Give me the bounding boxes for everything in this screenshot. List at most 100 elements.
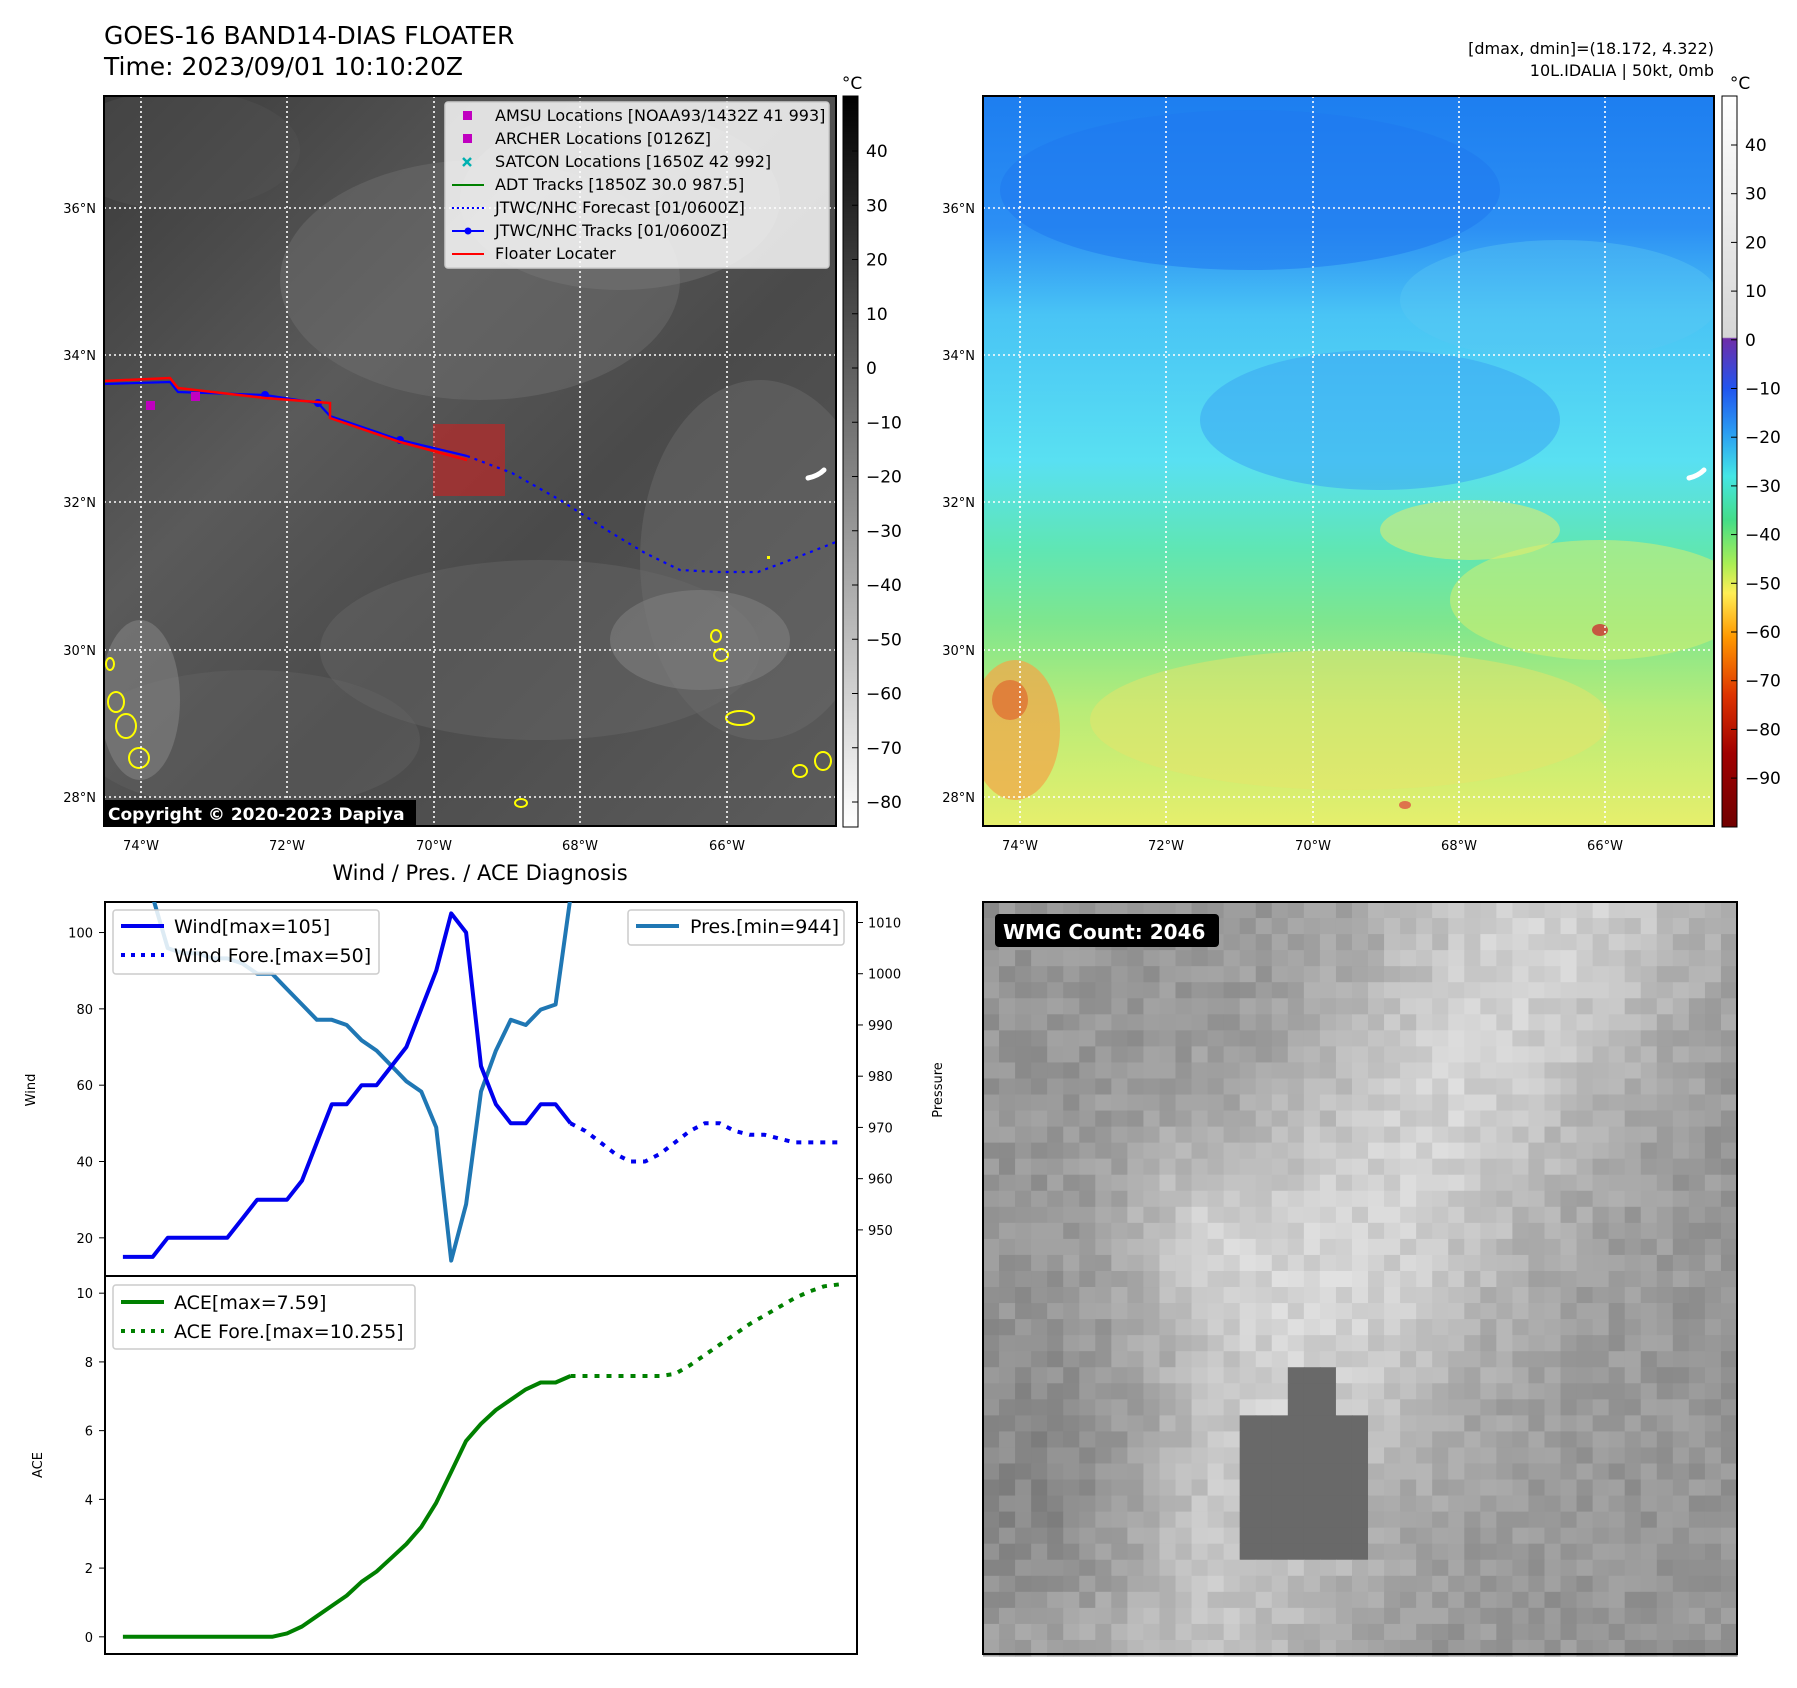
colorbar-tick-label: −80 xyxy=(866,793,902,813)
legend-label: ARCHER Locations [0126Z] xyxy=(495,129,711,148)
colorbar-tick-label: −20 xyxy=(1745,428,1781,448)
legend-item: ADT Tracks [1850Z 30.0 987.5] xyxy=(452,175,744,194)
ir-lat-label: 32°N xyxy=(63,496,96,511)
ace-axis-label: ACE xyxy=(31,1452,46,1478)
ir-tracks xyxy=(103,376,837,574)
colorbar-tick-label: −50 xyxy=(866,630,902,650)
ace-chart: 0 2 4 6 8 10 ACE ACE[max=7.59] ACE Fore.[max=… xyxy=(31,1275,858,1655)
wind-legend: Wind[max=105] Wind Fore.[max=50] xyxy=(112,909,380,975)
ir-lat-label: 34°N xyxy=(63,349,96,364)
colorbar-tick-label: 30 xyxy=(1745,185,1767,205)
colorbar-tick-label: −30 xyxy=(866,522,902,542)
pressure-legend: Pres.[min=944] xyxy=(627,909,845,946)
legend-label: JTWC/NHC Forecast [01/0600Z] xyxy=(494,198,745,217)
pressure-tick-label: 980 xyxy=(868,1070,893,1085)
archer-marker xyxy=(191,392,200,401)
legend-label: JTWC/NHC Tracks [01/0600Z] xyxy=(494,221,727,240)
color-lat-label: 32°N xyxy=(942,496,975,511)
legend-item: AMSU Locations [NOAA93/1432Z 41 993] xyxy=(463,106,825,125)
ir-lon-label: 72°W xyxy=(269,839,305,854)
diagnosis-title: Wind / Pres. / ACE Diagnosis xyxy=(332,861,627,885)
ace-tick-label: 10 xyxy=(76,1287,93,1302)
legend-marker xyxy=(463,134,472,143)
color-lon-label: 72°W xyxy=(1148,839,1184,854)
legend-label: Floater Locater xyxy=(495,244,616,263)
color-lat-label: 28°N xyxy=(942,791,975,806)
ace-tick-label: 8 xyxy=(85,1356,93,1371)
colorbar-tick-label: 30 xyxy=(866,196,888,216)
floater-track xyxy=(103,376,468,462)
colorbar-tick-label: 10 xyxy=(1745,282,1767,302)
legend-item: Floater Locater xyxy=(452,244,616,263)
legend-wind-fore: Wind Fore.[max=50] xyxy=(174,945,371,967)
ace-tick-label: 0 xyxy=(85,1631,93,1646)
pressure-tick-label: 1000 xyxy=(868,968,901,983)
legend-pressure: Pres.[min=944] xyxy=(690,916,839,938)
colorbar-tick-label: −10 xyxy=(866,413,902,433)
colorbar-tick-label: 10 xyxy=(866,305,888,325)
ir-map-panel: AMSU Locations [NOAA93/1432Z 41 993] ARCH… xyxy=(103,95,837,827)
copyright-box xyxy=(104,800,416,826)
ir-lon-label: 66°W xyxy=(709,839,745,854)
colorbar-tick-label: −90 xyxy=(1745,769,1781,789)
legend-label: SATCON Locations [1650Z 42 992] xyxy=(495,152,771,171)
colorbar-tick-label: 0 xyxy=(1745,331,1756,351)
color-lat-label: 34°N xyxy=(942,349,975,364)
figure-title-line1: GOES-16 BAND14-DIAS FLOATER xyxy=(104,21,514,50)
gray-colorbar: °C 40 30 20 10 0 −10 −20 −30 −40 −50 −60 −70 −80 xyxy=(842,74,902,828)
legend-wind: Wind[max=105] xyxy=(174,916,330,938)
ir-lat-label: 36°N xyxy=(63,202,96,217)
ace-tick-label: 6 xyxy=(85,1425,93,1440)
legend-ace-fore: ACE Fore.[max=10.255] xyxy=(174,1321,404,1343)
wind-tick-label: 60 xyxy=(76,1079,93,1094)
color-lat-label: 30°N xyxy=(942,644,975,659)
colorbar-tick-label: −60 xyxy=(866,685,902,705)
pressure-tick-label: 960 xyxy=(868,1173,893,1188)
pressure-tick-label: 1010 xyxy=(868,916,901,931)
legend-item: JTWC/NHC Tracks [01/0600Z] xyxy=(452,221,727,240)
colorbar-tick-label: 40 xyxy=(866,142,888,162)
color-lon-label: 74°W xyxy=(1002,839,1038,854)
color-lon-label: 66°W xyxy=(1587,839,1623,854)
series-ace xyxy=(122,1374,572,1639)
legend-item: JTWC/NHC Forecast [01/0600Z] xyxy=(452,198,745,217)
ir-legend: AMSU Locations [NOAA93/1432Z 41 993] ARCH… xyxy=(444,101,830,269)
ir-lon-label: 68°W xyxy=(562,839,598,854)
colorbar-tick-label: −80 xyxy=(1745,720,1781,740)
colorbar-tick-label: 20 xyxy=(866,251,888,271)
colorbar-tick-label: −50 xyxy=(1745,574,1781,594)
legend-label: ADT Tracks [1850Z 30.0 987.5] xyxy=(495,175,744,194)
gray-colorbar-unit: °C xyxy=(842,74,862,94)
colorbar-tick-label: −20 xyxy=(866,468,902,488)
wind-tick-label: 100 xyxy=(68,927,93,942)
pressure-tick-label: 990 xyxy=(868,1019,893,1034)
colorbar-tick-label: −60 xyxy=(1745,623,1781,643)
amsu-marker xyxy=(146,401,155,410)
ace-tick-label: 4 xyxy=(85,1493,93,1508)
color-map-panel xyxy=(982,95,1715,827)
copyright-label: Copyright © 2020-2023 Dapiya xyxy=(108,805,405,825)
pressure-tick-label: 950 xyxy=(868,1224,893,1239)
legend-item: ARCHER Locations [0126Z] xyxy=(463,129,711,148)
pressure-tick-label: 970 xyxy=(868,1121,893,1136)
cold-cloud-contours xyxy=(105,629,832,808)
ir-lon-label: 74°W xyxy=(123,839,159,854)
ir-lat-label: 28°N xyxy=(63,791,96,806)
color-texture xyxy=(983,110,1714,809)
color-lon-label: 68°W xyxy=(1441,839,1477,854)
color-lat-label: 36°N xyxy=(942,202,975,217)
colorbar-tick-label: −40 xyxy=(866,576,902,596)
white-cloud-fleck xyxy=(805,467,827,481)
color-colorbar-unit: °C xyxy=(1730,74,1750,94)
colorbar-tick-label: −70 xyxy=(1745,672,1781,692)
colorbar-tick-label: 40 xyxy=(1745,136,1767,156)
series-wind-fore- xyxy=(569,1121,840,1164)
colorbar-tick-label: 20 xyxy=(1745,233,1767,253)
wind-tick-label: 20 xyxy=(76,1232,93,1247)
wmg-count-label: WMG Count: 2046 xyxy=(1003,920,1205,944)
floater-box xyxy=(433,424,505,496)
storm-info-label: 10L.IDALIA | 50kt, 0mb xyxy=(1530,61,1714,80)
wind-pressure-chart: 20 40 60 80 100 950 960 970 980 990 1000 1010 Wind … xyxy=(24,901,946,1277)
color-colorbar: °C 40 30 20 10 0 −10 −20 −30 −40 −50 −60 −70 −80 −90 xyxy=(1721,74,1781,828)
